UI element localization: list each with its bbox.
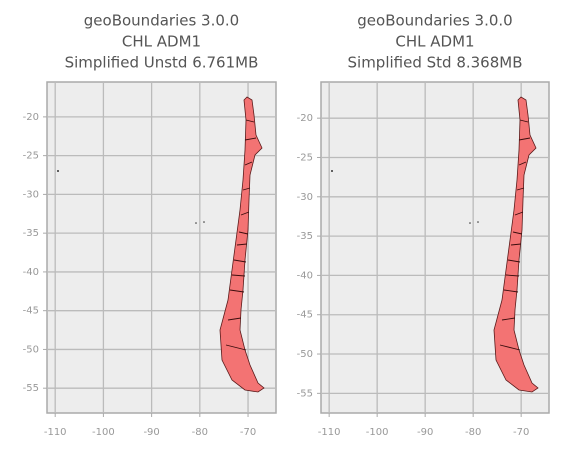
x-tick-label: -70 [240,427,256,438]
y-tick-label: -35 [297,231,313,242]
chart-title: CHL ADM1 [395,33,474,51]
y-tick-label: -45 [23,306,39,317]
y-tick-label: -30 [23,189,39,200]
x-tick-label: -110 [318,427,341,438]
x-tick-label: -100 [92,427,115,438]
x-tick-label: -90 [417,427,433,438]
x-tick-label: -90 [143,427,159,438]
y-tick-label: -25 [23,151,39,162]
chart-title: geoBoundaries 3.0.0 [84,12,239,30]
y-tick-label: -50 [297,349,313,360]
x-tick-label: -70 [513,427,529,438]
y-tick-label: -55 [23,383,39,394]
x-tick-label: -110 [44,427,67,438]
y-tick-label: -40 [297,270,313,281]
x-tick-label: -80 [465,427,481,438]
chart-title: Simplified Std 8.368MB [348,54,523,72]
chart-title: geoBoundaries 3.0.0 [357,12,512,30]
y-tick-label: -50 [23,344,39,355]
panel: geoBoundaries 3.0.0 CHL ADM1 Simplified Un… [23,12,277,438]
y-tick-label: -30 [297,192,313,203]
y-tick-label: -20 [297,113,313,124]
y-tick-label: -25 [297,152,313,163]
y-tick-label: -20 [23,112,39,123]
y-tick-label: -55 [297,388,313,399]
chart-title: Simplified Unstd 6.761MB [65,54,259,72]
x-tick-label: -80 [192,427,208,438]
y-tick-label: -45 [297,310,313,321]
chart-title: CHL ADM1 [122,33,201,51]
y-tick-label: -35 [23,228,39,239]
x-tick-label: -100 [366,427,389,438]
panel: geoBoundaries 3.0.0 CHL ADM1 Simplified St… [297,12,550,438]
y-tick-label: -40 [23,267,39,278]
